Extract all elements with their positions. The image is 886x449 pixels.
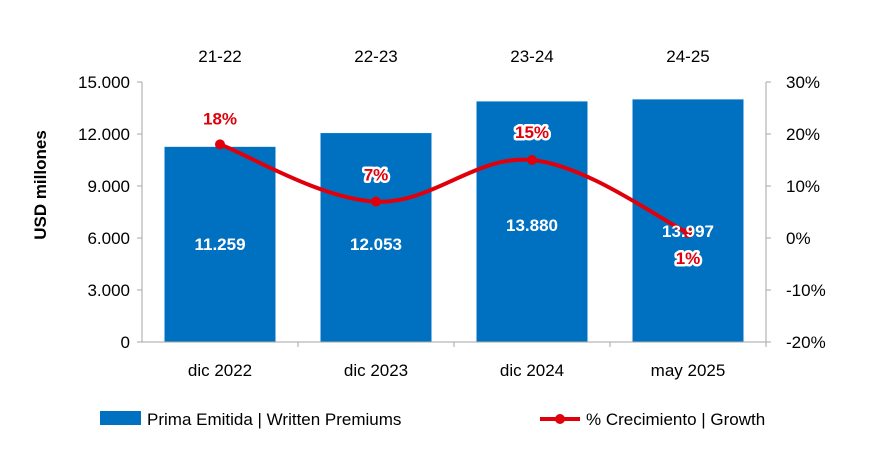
axes-group: 0 3.000 6.000 9.000 12.000 15.000 -20% -10% 0% 10… <box>78 47 826 380</box>
bar-value-label: 13.880 <box>506 216 558 235</box>
left-tick-label: 12.000 <box>78 125 130 144</box>
y-axis-label: USD millones <box>31 130 50 240</box>
legend-label-line: % Crecimiento | Growth <box>586 410 765 429</box>
bar-2 <box>320 133 432 342</box>
period-label: 23-24 <box>510 47 553 66</box>
growth-point-1 <box>215 139 225 150</box>
legend-label-bars: Prima Emitida | Written Premiums <box>147 410 401 429</box>
right-tick-label: 0% <box>786 229 811 248</box>
growth-value-label: 7% <box>364 166 389 185</box>
period-label: 22-23 <box>354 47 397 66</box>
right-tick-label: -20% <box>786 333 826 352</box>
legend-swatch-bars <box>100 411 141 425</box>
left-tick-label: 9.000 <box>87 177 130 196</box>
bar-value-label: 13.997 <box>662 222 714 241</box>
right-tick-label: -10% <box>786 281 826 300</box>
labels-group: 11.259 12.053 13.880 13.997 18% 7% 15% 1% <box>194 107 714 270</box>
period-label: 24-25 <box>666 47 709 66</box>
left-tick-label: 6.000 <box>87 229 130 248</box>
bars-group <box>164 99 744 342</box>
x-tick-label: may 2025 <box>651 361 726 380</box>
bar-value-label: 12.053 <box>350 235 402 254</box>
bar-4 <box>632 99 744 342</box>
left-tick-label: 3.000 <box>87 281 130 300</box>
x-tick-label: dic 2024 <box>500 361 564 380</box>
bar-value-label: 11.259 <box>194 235 245 254</box>
growth-value-label: 15% <box>515 123 549 142</box>
right-tick-label: 20% <box>786 125 820 144</box>
left-tick-label: 0 <box>121 333 130 352</box>
growth-point-4 <box>683 227 693 238</box>
growth-point-2 <box>371 196 381 207</box>
x-tick-label: dic 2023 <box>344 361 408 380</box>
period-label: 21-22 <box>198 47 241 66</box>
growth-line <box>218 142 690 235</box>
legend: Prima Emitida | Written Premiums % Crecim… <box>100 410 765 429</box>
growth-point-3 <box>527 155 537 165</box>
left-tick-label: 15.000 <box>78 73 130 92</box>
growth-line-group <box>215 139 693 238</box>
x-tick-label: dic 2022 <box>188 361 252 380</box>
bar-3 <box>476 101 588 342</box>
right-tick-label: 10% <box>786 177 820 196</box>
bar-1 <box>164 146 276 342</box>
growth-value-label: 18% <box>203 109 237 128</box>
growth-value-label: 1% <box>676 249 701 268</box>
right-tick-label: 30% <box>786 73 820 92</box>
legend-swatch-marker <box>555 414 565 424</box>
